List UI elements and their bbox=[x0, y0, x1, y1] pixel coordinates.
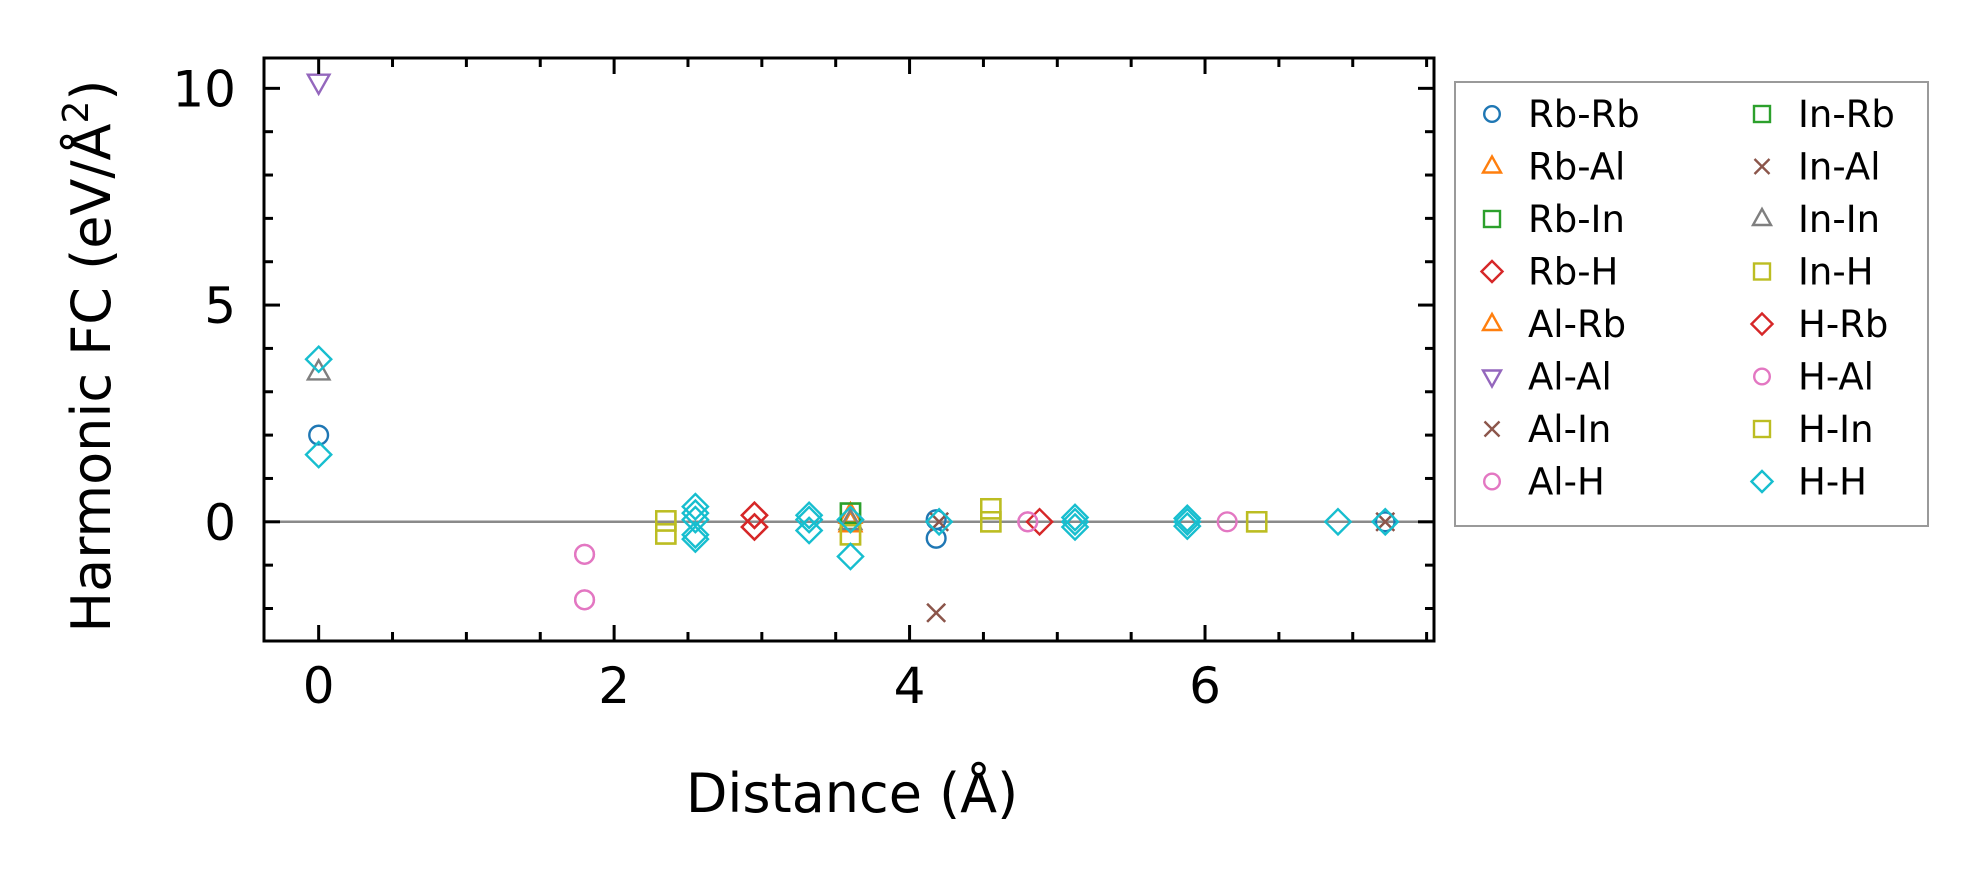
legend-marker-al-al bbox=[1480, 369, 1504, 389]
y-tick-label: 5 bbox=[204, 277, 236, 335]
point-h-al bbox=[574, 589, 596, 611]
legend-marker-in-rb bbox=[1752, 104, 1772, 124]
legend-marker-h-in bbox=[1752, 419, 1772, 439]
y-axis-label-main: Harmonic FC (eV/Å bbox=[59, 123, 123, 632]
legend-marker-al-h bbox=[1482, 472, 1501, 491]
legend: Rb-Rb Rb-Al Rb-In Rb-H Al-Rb Al-Al Al-In Al-H In… bbox=[1454, 81, 1929, 527]
point-in-rb bbox=[839, 502, 862, 524]
plot-frame bbox=[262, 56, 1436, 643]
point-h-h bbox=[924, 507, 954, 537]
point-h-h bbox=[681, 520, 710, 550]
point-h-h bbox=[1172, 504, 1202, 533]
point-h-h bbox=[304, 440, 333, 469]
point-h-al bbox=[1017, 511, 1039, 533]
legend-marker-in-h bbox=[1752, 262, 1772, 281]
x-tick-label: 0 bbox=[303, 657, 335, 715]
legend-marker-in-in bbox=[1750, 206, 1774, 227]
legend-label: In-H bbox=[1798, 251, 1874, 294]
point-h-h bbox=[1172, 511, 1202, 541]
point-in-al bbox=[926, 602, 947, 623]
point-h-rb bbox=[740, 512, 769, 542]
legend-marker-in-al bbox=[1753, 158, 1771, 175]
point-in-h bbox=[655, 523, 677, 545]
point-h-h bbox=[1323, 507, 1353, 537]
legend-marker-al-in bbox=[1483, 420, 1501, 438]
legend-label: Rb-Rb bbox=[1528, 93, 1640, 136]
point-h-h bbox=[794, 516, 824, 545]
point-h-h bbox=[794, 501, 824, 530]
y-tick-label: 0 bbox=[204, 494, 236, 552]
legend-label: H-In bbox=[1798, 408, 1874, 451]
legend-label: Al-In bbox=[1528, 408, 1611, 451]
axis-ticks bbox=[264, 58, 1434, 641]
legend-label: In-In bbox=[1798, 198, 1880, 241]
point-h-in bbox=[980, 497, 1002, 520]
legend-marker-h-h bbox=[1749, 469, 1775, 494]
point-h-h bbox=[304, 344, 333, 374]
legend-marker-rb-al bbox=[1480, 154, 1504, 174]
point-h-h bbox=[836, 542, 865, 571]
point-h-h bbox=[681, 492, 710, 521]
point-rb-rb bbox=[925, 509, 947, 531]
x-tick-label: 2 bbox=[598, 657, 630, 715]
legend-label: H-Al bbox=[1798, 356, 1874, 399]
point-al-al bbox=[305, 73, 332, 97]
point-h-h bbox=[1060, 507, 1090, 537]
legend-label: Al-H bbox=[1528, 461, 1605, 504]
point-in-h bbox=[980, 497, 1002, 520]
point-h-rb bbox=[1025, 507, 1054, 537]
point-h-al bbox=[574, 543, 596, 565]
x-tick-label: 4 bbox=[894, 657, 926, 715]
legend-marker-rb-rb bbox=[1482, 104, 1501, 123]
legend-label: H-Rb bbox=[1798, 303, 1888, 346]
point-in-in bbox=[305, 357, 332, 381]
point-h-in bbox=[980, 510, 1002, 533]
legend-label: Al-Rb bbox=[1528, 303, 1626, 346]
legend-frame bbox=[1454, 81, 1929, 527]
point-in-in bbox=[837, 507, 864, 531]
y-axis-label-close: ) bbox=[60, 80, 123, 101]
legend-label: Rb-Al bbox=[1528, 146, 1625, 189]
point-h-h bbox=[1060, 503, 1090, 532]
y-tick-label: 10 bbox=[172, 60, 236, 118]
point-h-h bbox=[681, 505, 710, 534]
legend-marker-h-al bbox=[1752, 367, 1771, 386]
point-h-h bbox=[836, 505, 865, 534]
legend-marker-rb-in bbox=[1482, 209, 1502, 229]
legend-label: Al-Al bbox=[1528, 356, 1612, 399]
point-h-h bbox=[794, 505, 824, 534]
axis-tick-labels: 0 2 4 6 0 5 10 bbox=[172, 60, 1221, 715]
legend-marker-al-rb bbox=[1480, 311, 1504, 332]
point-h-in bbox=[655, 510, 677, 532]
data-points bbox=[304, 73, 1400, 623]
legend-label: Rb-In bbox=[1528, 198, 1625, 241]
point-h-h bbox=[1172, 507, 1202, 537]
point-h-h bbox=[681, 524, 710, 554]
y-axis-label-sup: 2 bbox=[56, 101, 97, 124]
point-rb-rb bbox=[308, 424, 330, 446]
legend-label: In-Al bbox=[1798, 146, 1881, 189]
point-h-h bbox=[1060, 512, 1090, 542]
legend-label: In-Rb bbox=[1798, 93, 1895, 136]
legend-marker-h-rb bbox=[1749, 311, 1775, 337]
point-h-in bbox=[655, 523, 677, 545]
x-axis-label: Distance (Å) bbox=[686, 761, 1018, 825]
point-rb-rb bbox=[1374, 511, 1396, 533]
point-h-h bbox=[1370, 507, 1400, 537]
point-h-rb bbox=[740, 501, 769, 530]
legend-label: Rb-H bbox=[1528, 251, 1618, 294]
point-h-in bbox=[1245, 510, 1268, 533]
y-axis-label: Harmonic FC (eV/Å2) bbox=[56, 80, 123, 633]
point-h-al bbox=[1216, 511, 1238, 533]
legend-marker-rb-h bbox=[1479, 259, 1505, 284]
legend-label: H-H bbox=[1798, 461, 1867, 504]
x-tick-label: 6 bbox=[1189, 657, 1221, 715]
